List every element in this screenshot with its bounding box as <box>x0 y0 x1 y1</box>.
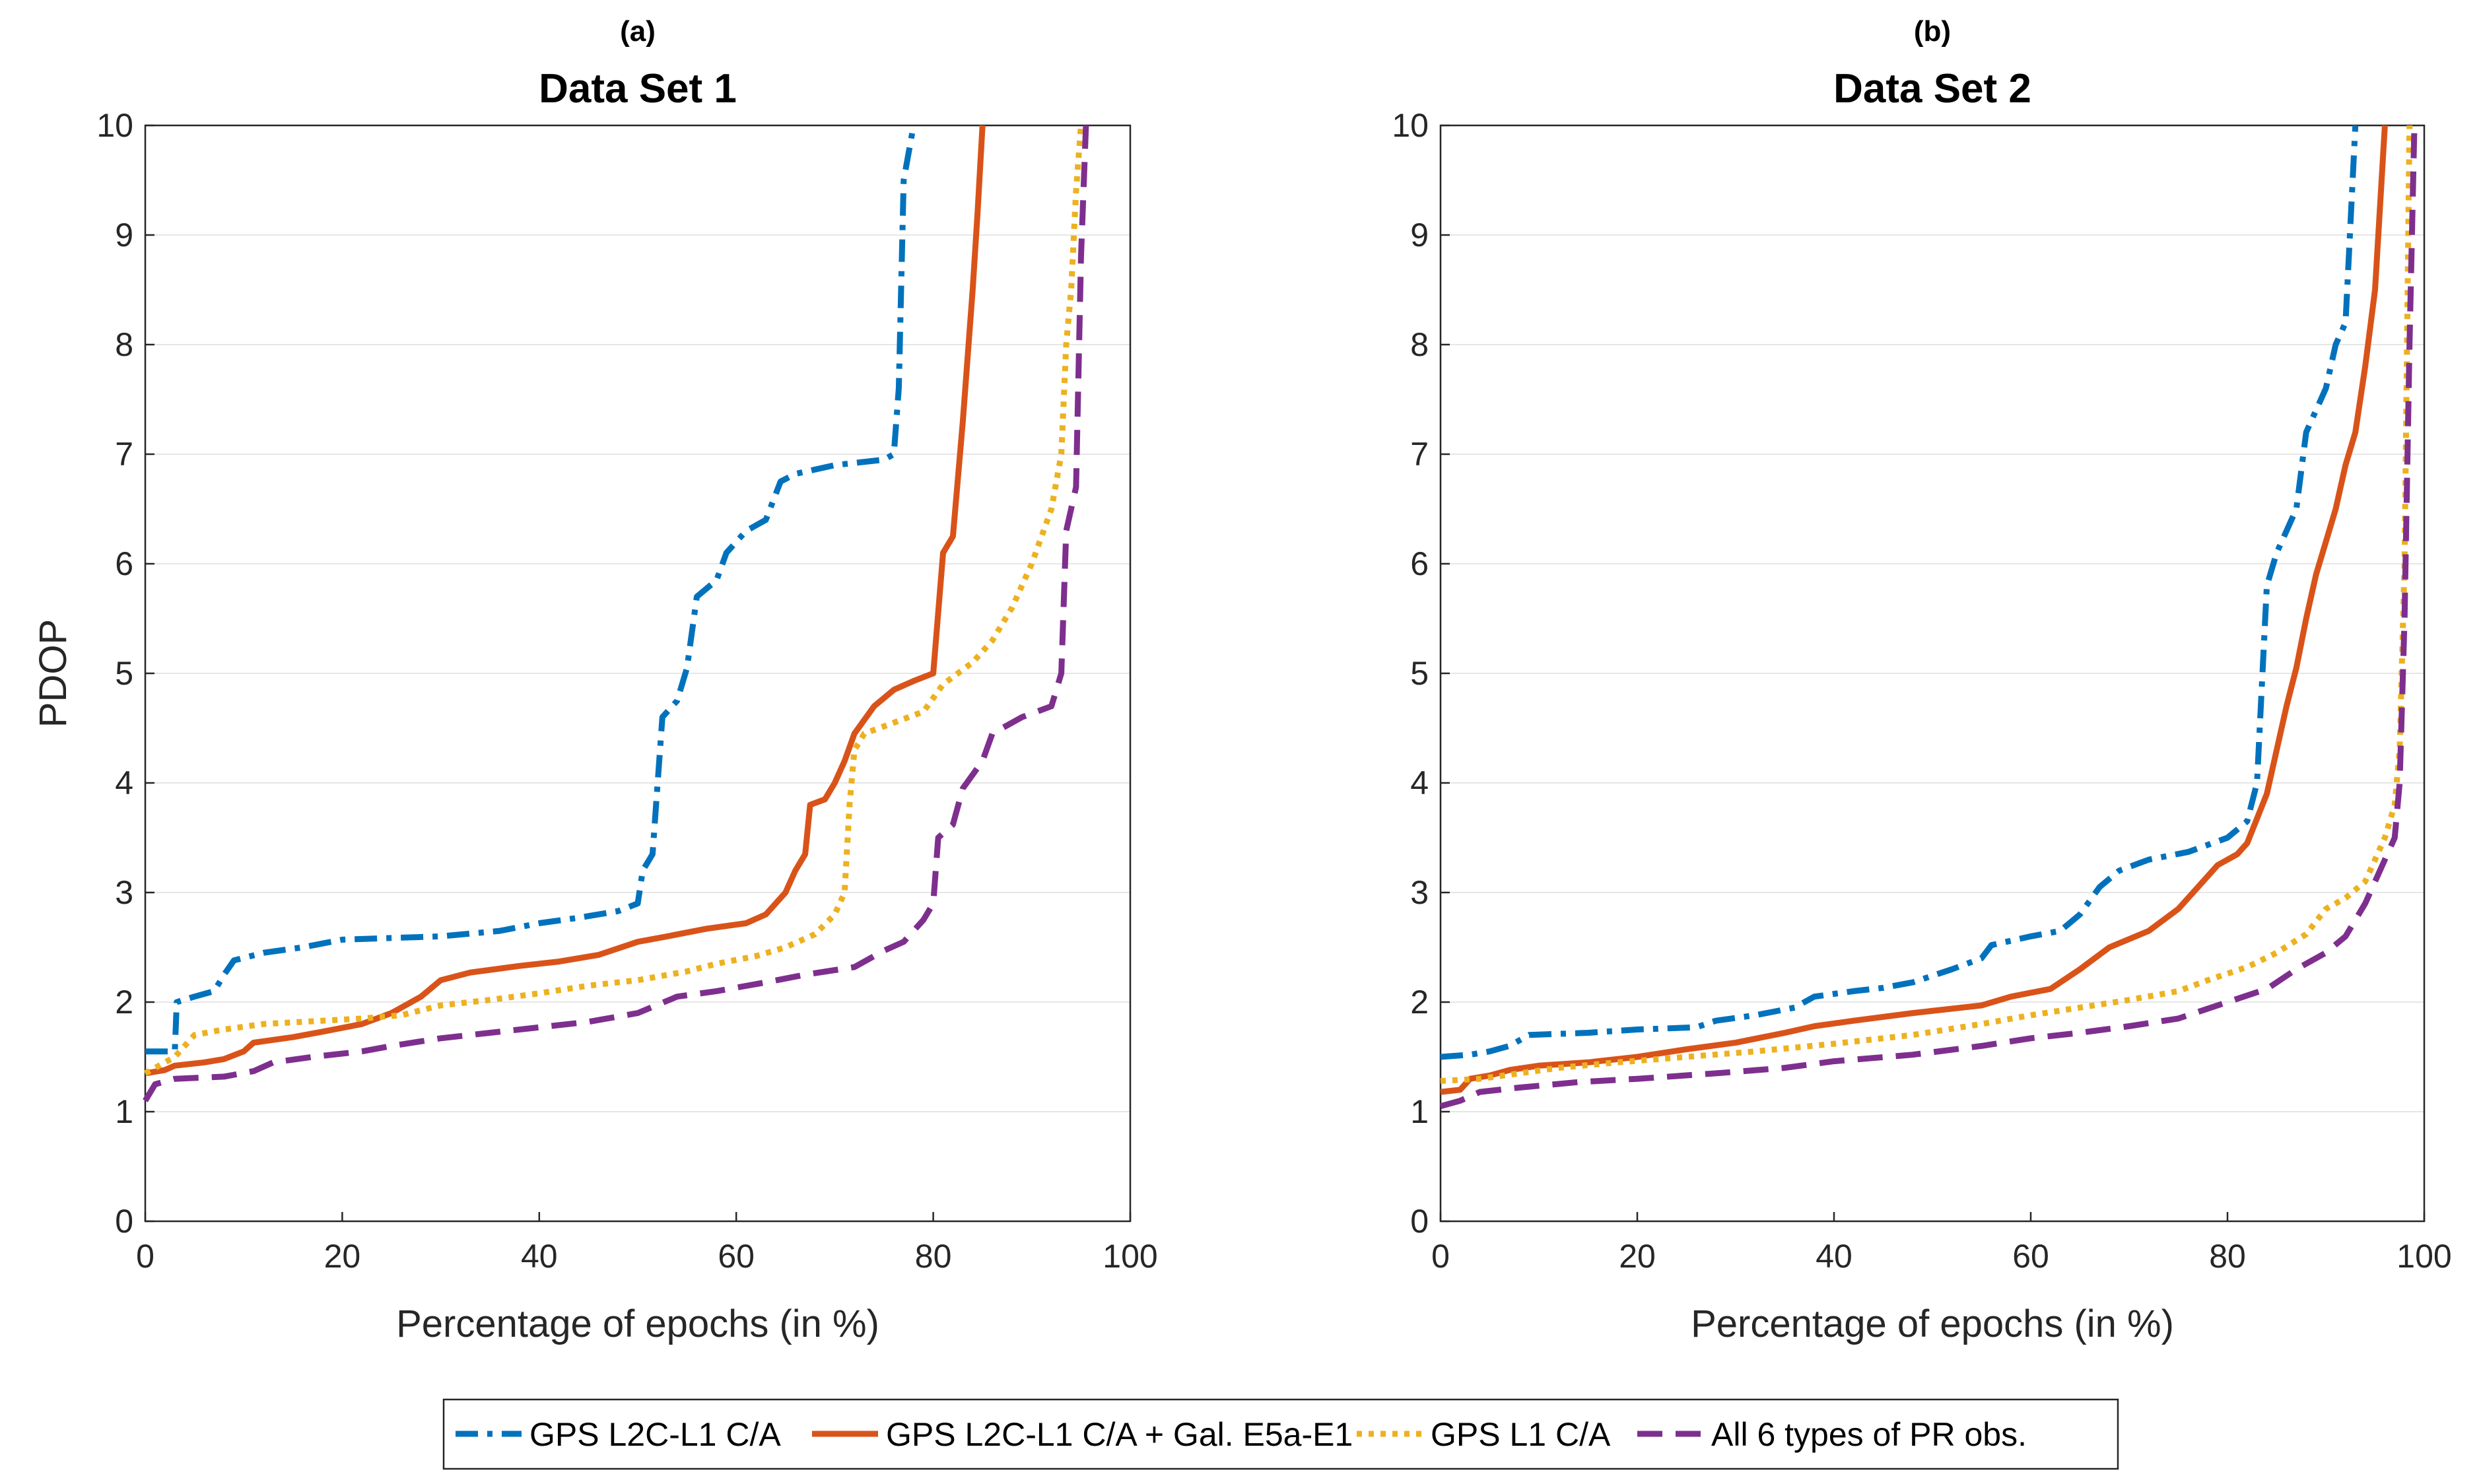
chart-2-xtick-label-5: 100 <box>2396 1238 2451 1275</box>
chart-2-xtick-label-2: 40 <box>1816 1238 1852 1275</box>
chart-1-y-axis-label: PDOP <box>32 619 75 727</box>
legend-label-3: GPS L1 C/A <box>1431 1416 1611 1453</box>
chart-1-ytick-label-9: 9 <box>115 217 133 253</box>
chart-2-ytick-label-4: 4 <box>1410 764 1429 801</box>
chart-1-ytick-label-2: 2 <box>115 984 133 1021</box>
chart-2-ytick-label-6: 6 <box>1410 545 1429 582</box>
chart-1-xtick-label-0: 0 <box>136 1238 154 1275</box>
legend: GPS L2C-L1 C/A GPS L2C-L1 C/A + Gal. E5a-… <box>442 1398 2119 1470</box>
chart-2-ytick-label-7: 7 <box>1410 436 1429 473</box>
chart-1-x-axis-label: Percentage of epochs (in %) <box>396 1302 879 1345</box>
chart-2-xtick-label-3: 60 <box>2012 1238 2049 1275</box>
chart-1-ytick-label-4: 4 <box>115 764 133 801</box>
chart-2-xtick-label-4: 80 <box>2209 1238 2246 1275</box>
chart-1-ytick-label-7: 7 <box>115 436 133 473</box>
chart-1-xtick-label-1: 20 <box>324 1238 361 1275</box>
chart-1-ytick-label-6: 6 <box>115 545 133 582</box>
chart-1-ytick-label-3: 3 <box>115 874 133 911</box>
chart-2-ytick-label-8: 8 <box>1410 326 1429 363</box>
chart-2-ytick-label-9: 9 <box>1410 217 1429 253</box>
chart-2-series-line-4 <box>1439 125 2418 1110</box>
chart-1-xtick-label-5: 100 <box>1103 1238 1157 1275</box>
chart-2-ytick-label-10: 10 <box>1392 107 1429 144</box>
chart-1-ytick-label-8: 8 <box>115 326 133 363</box>
legend-box <box>442 1398 2119 1470</box>
chart-2-title: Data Set 2 <box>1833 66 2031 112</box>
chart-1-series-line-2 <box>145 125 986 1077</box>
chart-2-ytick-label-5: 5 <box>1410 655 1429 692</box>
chart-2-x-axis-label: Percentage of epochs (in %) <box>1691 1302 2174 1345</box>
chart-1-ytick-label-10: 10 <box>96 107 133 144</box>
chart-2-series-line-1 <box>1440 125 2359 1060</box>
chart-2-ytick-label-0: 0 <box>1410 1203 1429 1240</box>
chart-1-xtick-label-4: 80 <box>915 1238 952 1275</box>
chart-2-xtick-label-1: 20 <box>1619 1238 1656 1275</box>
legend-label-1: GPS L2C-L1 C/A <box>529 1416 781 1453</box>
chart-1-series-line-1 <box>145 125 917 1055</box>
chart-1-panel-label: (a) <box>620 15 656 48</box>
legend-label-4: All 6 types of PR obs. <box>1711 1416 2027 1453</box>
chart-1-title: Data Set 1 <box>539 66 737 112</box>
chart-1-ytick-label-0: 0 <box>115 1203 133 1240</box>
chart-2-ytick-label-1: 1 <box>1410 1093 1429 1130</box>
chart-1-ytick-label-1: 1 <box>115 1093 133 1130</box>
legend-label-2: GPS L2C-L1 C/A + Gal. E5a-E1 <box>886 1416 1353 1453</box>
chart-2-panel-label: (b) <box>1914 15 1951 48</box>
chart-1-ytick-label-5: 5 <box>115 655 133 692</box>
chart-1-series-line-3 <box>143 125 1084 1076</box>
chart-2-ytick-label-2: 2 <box>1410 984 1429 1021</box>
chart-1-xtick-label-3: 60 <box>718 1238 755 1275</box>
chart-2-series-line-3 <box>1440 125 2413 1084</box>
chart-1-series-line-4 <box>143 125 1089 1102</box>
chart-2-xtick-label-0: 0 <box>1431 1238 1450 1275</box>
chart-2-ytick-label-3: 3 <box>1410 874 1429 911</box>
chart-2-series-line-2 <box>1440 125 2388 1095</box>
chart-1-xtick-label-2: 40 <box>521 1238 558 1275</box>
